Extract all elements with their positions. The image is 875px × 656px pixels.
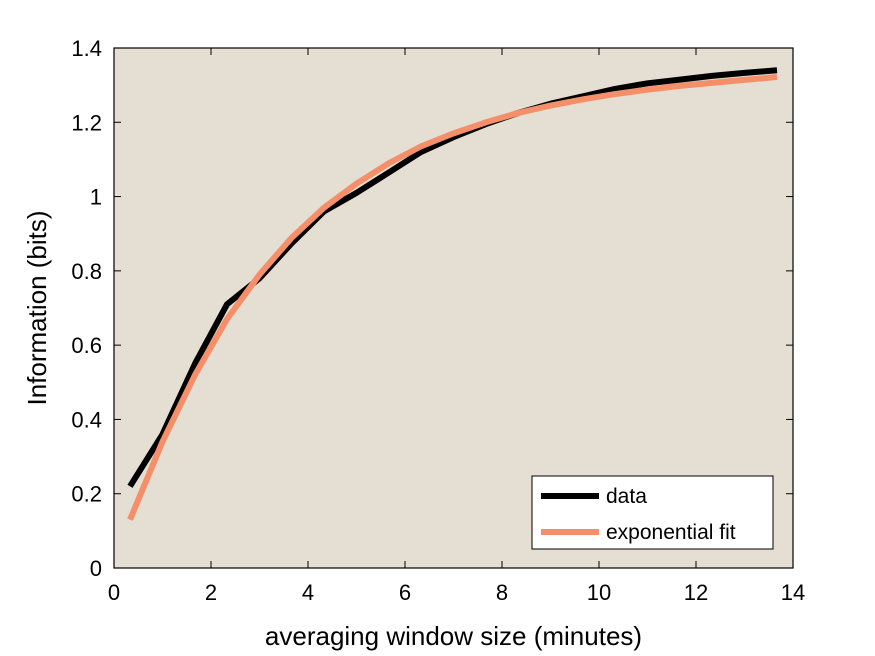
y-tick-label: 0.2 xyxy=(71,482,102,507)
legend: data exponential fit xyxy=(531,475,774,550)
x-tick-label: 8 xyxy=(496,580,508,605)
x-tick-label: 10 xyxy=(587,580,611,605)
y-tick-label: 1.4 xyxy=(71,36,102,61)
y-tick-label: 0.4 xyxy=(71,407,102,432)
x-axis-title: averaging window size (minutes) xyxy=(265,621,642,651)
x-tick-label: 14 xyxy=(781,580,805,605)
x-tick-label: 6 xyxy=(399,580,411,605)
legend-label-data: data xyxy=(606,485,647,508)
tick-layer: 0 2 4 6 8 10 12 14 0 0.2 0.4 0.6 0.8 1 1.2 1.4 xyxy=(71,36,805,605)
series-line-data xyxy=(127,67,778,488)
y-tick-label: 0.6 xyxy=(71,333,102,358)
y-tick-label: 1 xyxy=(90,185,102,210)
y-tick-label: 0 xyxy=(90,556,102,581)
series-line-exponential-fit xyxy=(127,74,778,521)
legend-box xyxy=(531,475,774,550)
y-tick-label: 0.8 xyxy=(71,259,102,284)
x-tick-label: 0 xyxy=(108,580,120,605)
plot-frame xyxy=(113,47,794,569)
x-tick-label: 12 xyxy=(684,580,708,605)
x-tick-label: 4 xyxy=(302,580,314,605)
y-tick-label: 1.2 xyxy=(71,110,102,135)
x-tick-label: 2 xyxy=(205,580,217,605)
y-axis-title: Information (bits) xyxy=(22,210,52,405)
legend-label-exponential-fit: exponential fit xyxy=(606,521,736,544)
series-layer xyxy=(127,67,778,521)
